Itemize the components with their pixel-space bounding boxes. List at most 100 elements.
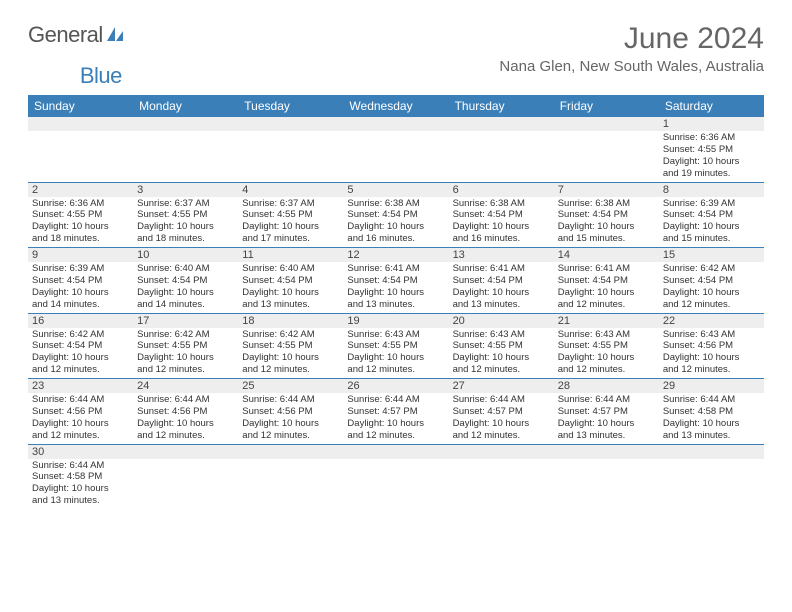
day-cell: 29Sunrise: 6:44 AMSunset: 4:58 PMDayligh… xyxy=(659,379,764,444)
daylight-text: and 17 minutes. xyxy=(242,233,339,245)
day-number: 19 xyxy=(343,314,448,328)
day-cell: 21Sunrise: 6:43 AMSunset: 4:55 PMDayligh… xyxy=(554,314,659,379)
day-data: Sunrise: 6:43 AMSunset: 4:55 PMDaylight:… xyxy=(343,328,448,379)
day-cell: 28Sunrise: 6:44 AMSunset: 4:57 PMDayligh… xyxy=(554,379,659,444)
sunrise-text: Sunrise: 6:42 AM xyxy=(137,329,234,341)
week-row: 23Sunrise: 6:44 AMSunset: 4:56 PMDayligh… xyxy=(28,379,764,445)
day-cell: 24Sunrise: 6:44 AMSunset: 4:56 PMDayligh… xyxy=(133,379,238,444)
day-number xyxy=(554,117,659,131)
sunrise-text: Sunrise: 6:43 AM xyxy=(347,329,444,341)
sunrise-text: Sunrise: 6:42 AM xyxy=(663,263,760,275)
sunrise-text: Sunrise: 6:41 AM xyxy=(558,263,655,275)
title-block: June 2024 Nana Glen, New South Wales, Au… xyxy=(499,22,764,75)
daylight-text: Daylight: 10 hours xyxy=(242,418,339,430)
sunset-text: Sunset: 4:55 PM xyxy=(558,340,655,352)
daylight-text: Daylight: 10 hours xyxy=(137,221,234,233)
day-number: 1 xyxy=(659,117,764,131)
day-data xyxy=(238,131,343,134)
sunrise-text: Sunrise: 6:43 AM xyxy=(558,329,655,341)
daylight-text: Daylight: 10 hours xyxy=(32,483,129,495)
daylight-text: Daylight: 10 hours xyxy=(347,352,444,364)
sunset-text: Sunset: 4:54 PM xyxy=(347,209,444,221)
day-number: 28 xyxy=(554,379,659,393)
day-data: Sunrise: 6:40 AMSunset: 4:54 PMDaylight:… xyxy=(238,262,343,313)
day-cell: 16Sunrise: 6:42 AMSunset: 4:54 PMDayligh… xyxy=(28,314,133,379)
day-number: 13 xyxy=(449,248,554,262)
day-data: Sunrise: 6:36 AMSunset: 4:55 PMDaylight:… xyxy=(28,197,133,248)
sunset-text: Sunset: 4:56 PM xyxy=(137,406,234,418)
sunrise-text: Sunrise: 6:40 AM xyxy=(137,263,234,275)
day-cell: 12Sunrise: 6:41 AMSunset: 4:54 PMDayligh… xyxy=(343,248,448,313)
daylight-text: and 12 minutes. xyxy=(32,364,129,376)
day-number: 22 xyxy=(659,314,764,328)
day-cell xyxy=(554,117,659,182)
day-number: 29 xyxy=(659,379,764,393)
daylight-text: Daylight: 10 hours xyxy=(663,221,760,233)
sunrise-text: Sunrise: 6:36 AM xyxy=(663,132,760,144)
day-number: 27 xyxy=(449,379,554,393)
dayhead-tue: Tuesday xyxy=(238,95,343,117)
daylight-text: and 19 minutes. xyxy=(663,168,760,180)
day-cell: 30Sunrise: 6:44 AMSunset: 4:58 PMDayligh… xyxy=(28,445,133,510)
daylight-text: Daylight: 10 hours xyxy=(453,221,550,233)
day-cell: 19Sunrise: 6:43 AMSunset: 4:55 PMDayligh… xyxy=(343,314,448,379)
day-cell: 6Sunrise: 6:38 AMSunset: 4:54 PMDaylight… xyxy=(449,183,554,248)
day-data xyxy=(449,459,554,462)
day-data xyxy=(28,131,133,134)
sunset-text: Sunset: 4:55 PM xyxy=(32,209,129,221)
day-data xyxy=(343,131,448,134)
sunset-text: Sunset: 4:54 PM xyxy=(663,209,760,221)
daylight-text: and 12 minutes. xyxy=(663,364,760,376)
day-cell: 27Sunrise: 6:44 AMSunset: 4:57 PMDayligh… xyxy=(449,379,554,444)
sunrise-text: Sunrise: 6:44 AM xyxy=(32,460,129,472)
day-data: Sunrise: 6:43 AMSunset: 4:55 PMDaylight:… xyxy=(449,328,554,379)
day-cell: 14Sunrise: 6:41 AMSunset: 4:54 PMDayligh… xyxy=(554,248,659,313)
dayhead-thu: Thursday xyxy=(449,95,554,117)
sunset-text: Sunset: 4:56 PM xyxy=(663,340,760,352)
day-data: Sunrise: 6:41 AMSunset: 4:54 PMDaylight:… xyxy=(449,262,554,313)
sunrise-text: Sunrise: 6:38 AM xyxy=(558,198,655,210)
brand-part1: General xyxy=(28,22,103,48)
dayhead-sun: Sunday xyxy=(28,95,133,117)
daylight-text: and 18 minutes. xyxy=(32,233,129,245)
daylight-text: and 12 minutes. xyxy=(137,364,234,376)
day-data xyxy=(659,459,764,462)
daylight-text: Daylight: 10 hours xyxy=(137,287,234,299)
sunset-text: Sunset: 4:57 PM xyxy=(453,406,550,418)
day-cell: 26Sunrise: 6:44 AMSunset: 4:57 PMDayligh… xyxy=(343,379,448,444)
day-data xyxy=(554,459,659,462)
sunset-text: Sunset: 4:56 PM xyxy=(32,406,129,418)
daylight-text: Daylight: 10 hours xyxy=(32,352,129,364)
sunrise-text: Sunrise: 6:41 AM xyxy=(347,263,444,275)
daylight-text: Daylight: 10 hours xyxy=(137,418,234,430)
day-number xyxy=(449,445,554,459)
sunset-text: Sunset: 4:55 PM xyxy=(453,340,550,352)
day-number: 23 xyxy=(28,379,133,393)
daylight-text: and 15 minutes. xyxy=(663,233,760,245)
sunset-text: Sunset: 4:55 PM xyxy=(242,340,339,352)
sunset-text: Sunset: 4:54 PM xyxy=(32,340,129,352)
day-number xyxy=(238,445,343,459)
sunrise-text: Sunrise: 6:37 AM xyxy=(242,198,339,210)
day-cell: 8Sunrise: 6:39 AMSunset: 4:54 PMDaylight… xyxy=(659,183,764,248)
week-row: 1Sunrise: 6:36 AMSunset: 4:55 PMDaylight… xyxy=(28,117,764,183)
calendar-page: General June 2024 Nana Glen, New South W… xyxy=(0,0,792,519)
sunrise-text: Sunrise: 6:44 AM xyxy=(663,394,760,406)
day-cell: 2Sunrise: 6:36 AMSunset: 4:55 PMDaylight… xyxy=(28,183,133,248)
day-cell xyxy=(449,445,554,510)
daylight-text: Daylight: 10 hours xyxy=(347,221,444,233)
sunset-text: Sunset: 4:55 PM xyxy=(137,209,234,221)
day-data: Sunrise: 6:44 AMSunset: 4:56 PMDaylight:… xyxy=(28,393,133,444)
day-number: 9 xyxy=(28,248,133,262)
day-number: 12 xyxy=(343,248,448,262)
daylight-text: Daylight: 10 hours xyxy=(558,418,655,430)
day-cell xyxy=(133,117,238,182)
day-data xyxy=(343,459,448,462)
day-data: Sunrise: 6:44 AMSunset: 4:57 PMDaylight:… xyxy=(343,393,448,444)
day-number: 4 xyxy=(238,183,343,197)
daylight-text: and 12 minutes. xyxy=(137,430,234,442)
calendar: Sunday Monday Tuesday Wednesday Thursday… xyxy=(28,95,764,509)
sunrise-text: Sunrise: 6:44 AM xyxy=(137,394,234,406)
day-data: Sunrise: 6:44 AMSunset: 4:57 PMDaylight:… xyxy=(449,393,554,444)
daylight-text: and 14 minutes. xyxy=(32,299,129,311)
